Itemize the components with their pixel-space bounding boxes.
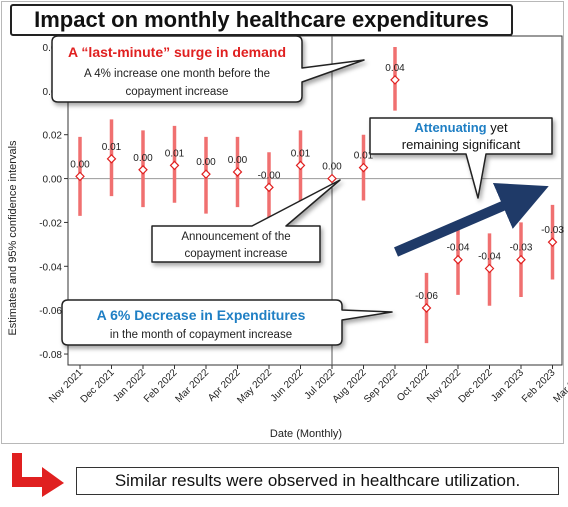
estimate-point <box>295 160 306 171</box>
decrease-callout-title: A 6% Decrease in Expenditures <box>97 307 306 323</box>
estimate-point <box>138 164 148 175</box>
y-tick-label: 0.02 <box>43 131 63 142</box>
estimate-point <box>484 263 495 274</box>
attenuating-callout-box <box>369 117 553 199</box>
y-tick-label: -0.06 <box>39 306 62 317</box>
data-label: 0.00 <box>228 155 248 166</box>
data-label: 0.04 <box>385 63 405 74</box>
y-tick-label: -0.02 <box>39 218 62 229</box>
data-label: 0.01 <box>165 148 185 159</box>
attenuating-rest: yet <box>487 120 508 135</box>
estimate-point <box>358 162 369 173</box>
y-tick-label: -0.04 <box>39 262 62 273</box>
data-label: -0.04 <box>478 251 501 262</box>
data-label: 0.00 <box>322 162 342 173</box>
estimate-point <box>421 303 432 313</box>
x-tick-label: Mar 2022 <box>173 367 211 405</box>
x-tick-label: Sep 2022 <box>362 367 400 405</box>
estimate-point <box>201 169 211 180</box>
data-label: 0.00 <box>70 159 90 170</box>
figure-frame <box>1 1 564 444</box>
x-tick-label: Jun 2022 <box>269 367 306 404</box>
callouts: A “last-minute” surge in demand A 4% incr… <box>51 35 553 346</box>
data-label: 0.01 <box>291 148 311 159</box>
data-label: 0.01 <box>354 151 374 162</box>
data-label: -0.04 <box>447 243 470 254</box>
y-axis-label: Estimates and 95% confidence intervals <box>7 140 19 336</box>
data-label: -0.06 <box>415 291 438 302</box>
x-tick-label: Dec 2021 <box>79 367 117 405</box>
surge-callout-title: A “last-minute” surge in demand <box>68 44 286 60</box>
estimate-point <box>264 182 274 193</box>
data-label: 0.01 <box>102 142 122 153</box>
estimate-point <box>547 237 558 248</box>
estimate-point <box>169 160 180 171</box>
y-tick-label: -0.08 <box>39 350 62 361</box>
attenuating-word: Attenuating <box>414 120 486 135</box>
estimate-point <box>327 173 337 184</box>
chart-title: Impact on monthly healthcare expenditure… <box>10 4 513 36</box>
plot-border <box>67 35 563 366</box>
attenuating-callout-title: Attenuating yet <box>414 120 508 135</box>
announcement-line: copayment increase <box>185 248 288 260</box>
red-arrow-icon <box>12 453 64 497</box>
data-label: 0.00 <box>133 153 153 164</box>
estimate-point <box>453 254 463 265</box>
decrease-callout-line: in the month of copayment increase <box>110 329 292 341</box>
trend-arrow-icon <box>394 183 549 257</box>
data-label: -0.00 <box>258 170 281 181</box>
estimate-point <box>516 254 526 265</box>
estimate-point <box>232 167 243 177</box>
surge-callout-line: A 4% increase one month before the <box>84 68 270 80</box>
estimate-point <box>75 171 85 182</box>
y-tick-label: 0.00 <box>43 175 63 186</box>
announcement-line: Announcement of the <box>181 231 290 243</box>
footer-note: Similar results were observed in healthc… <box>76 467 559 495</box>
surge-callout-line: copayment increase <box>126 86 229 98</box>
data-label: -0.03 <box>510 243 533 254</box>
x-axis-label: Date (Monthly) <box>270 428 342 440</box>
announcement-callout-box <box>151 179 341 263</box>
data-label: -0.03 <box>541 225 564 236</box>
surge-callout-box <box>51 35 365 103</box>
estimate-point <box>106 153 117 164</box>
data-label: 0.00 <box>196 157 216 168</box>
attenuating-callout-line: remaining significant <box>402 137 521 152</box>
x-tick-label: Dec 2022 <box>457 367 495 405</box>
estimate-point <box>390 75 400 85</box>
decrease-callout-box <box>61 299 393 346</box>
x-tick-label: May 2022 <box>235 367 274 406</box>
